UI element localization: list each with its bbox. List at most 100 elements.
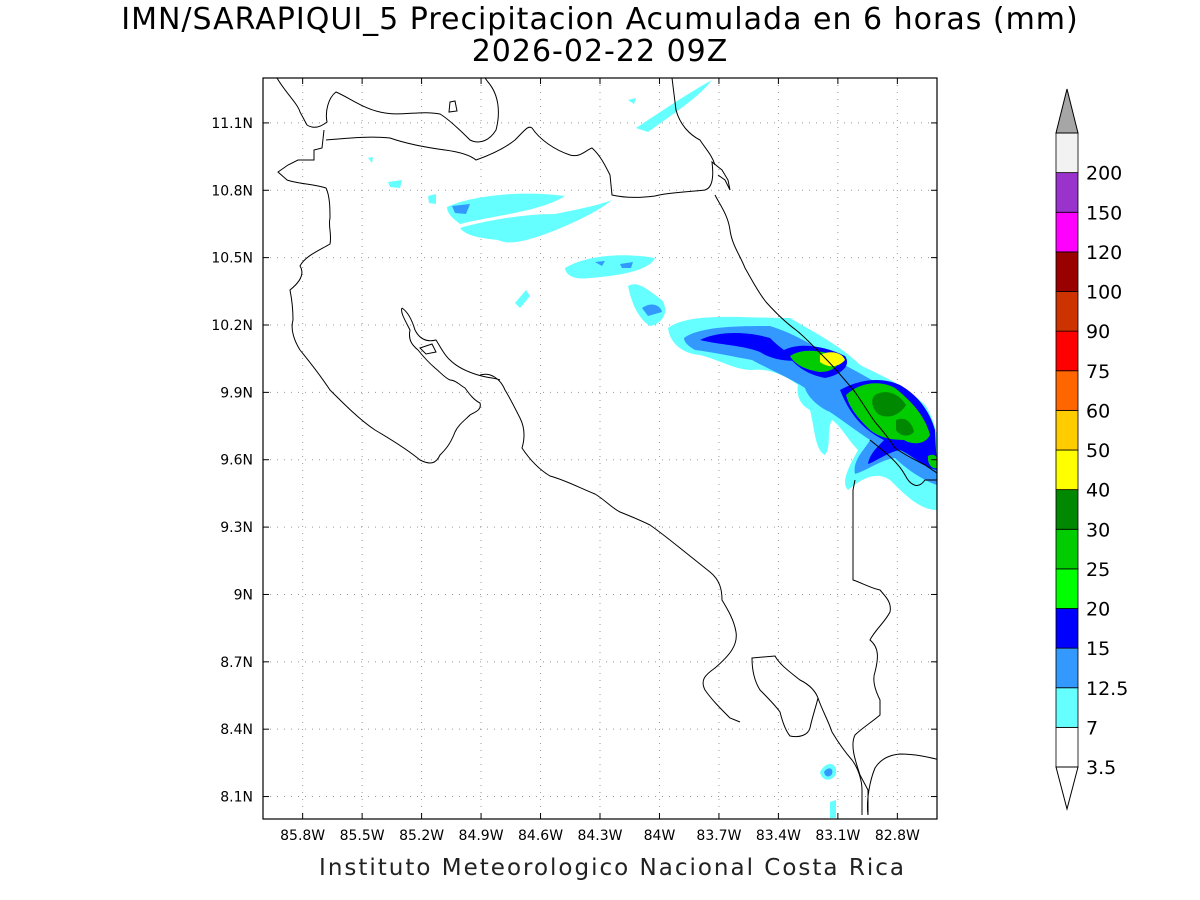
precip-cell <box>700 333 800 361</box>
precip-cell <box>620 262 633 268</box>
pacific-coast-nicoya <box>299 307 481 464</box>
lon-tick-label: 84.3W <box>577 828 622 844</box>
lon-tick-label: 83.7W <box>696 828 741 844</box>
latitude-axis: 11.1N 10.8N 10.5N 10.2N 9.9N 9.6N 9.3N 9N 8.7N 8.… <box>211 116 937 806</box>
precip-cell <box>368 157 373 163</box>
colorbar-over-arrow <box>1055 88 1079 134</box>
precip-cell <box>830 800 836 818</box>
colorbar-label: 15 <box>1086 638 1110 660</box>
precip-cell <box>927 454 937 469</box>
colorbar-under-arrow <box>1055 766 1079 811</box>
border-panama <box>852 479 891 815</box>
precip-cell <box>388 180 402 188</box>
colorbar-swatch <box>1055 291 1079 332</box>
colorbar-swatch <box>1055 568 1079 609</box>
colorbar-swatch <box>1055 132 1079 174</box>
colorbar-label: 75 <box>1086 361 1110 383</box>
lat-tick-label: 10.2N <box>211 318 253 334</box>
map-datetime: 2026-02-22 09Z <box>471 34 729 69</box>
border-nic <box>325 126 731 198</box>
precip-cell <box>428 194 436 204</box>
colorbar-swatch <box>1055 370 1079 411</box>
precip-cell <box>642 304 662 316</box>
graticule <box>263 78 937 819</box>
precip-cell <box>896 418 914 436</box>
colorbar-label: 25 <box>1086 559 1110 581</box>
lat-tick-label: 11.1N <box>211 116 253 132</box>
colorbar-swatch <box>1055 449 1079 491</box>
colorbar-label: 40 <box>1086 480 1110 502</box>
caribbean-coast-north <box>671 78 716 166</box>
colorbar-label: 7 <box>1086 717 1098 739</box>
precip-cell <box>460 200 612 243</box>
lat-tick-label: 10.5N <box>211 251 253 267</box>
lon-tick-label: 84W <box>644 828 676 844</box>
lat-tick-label: 9.3N <box>220 520 253 536</box>
precip-cell <box>684 326 937 485</box>
colorbar-label: 50 <box>1086 440 1110 462</box>
lon-tick-label: 83.1W <box>815 828 860 844</box>
osa-peninsula <box>751 655 819 738</box>
gulf-island <box>419 343 437 355</box>
golfo-dulce <box>817 697 863 815</box>
colorbar-label: 150 <box>1086 202 1122 224</box>
gulf-nicoya <box>401 307 501 381</box>
map-frame <box>262 77 938 820</box>
precip-cell <box>628 284 666 326</box>
colorbar-swatch <box>1055 172 1079 213</box>
caribbean-coast <box>714 194 937 474</box>
lon-tick-label: 84.9W <box>459 828 504 844</box>
lat-tick-label: 8.1N <box>220 790 253 806</box>
coastlines-borders <box>276 78 937 816</box>
lon-tick-label: 85.2W <box>399 828 444 844</box>
lat-tick-label: 9.9N <box>220 385 253 401</box>
precip-cell <box>452 204 470 214</box>
precip-cell <box>628 98 636 104</box>
lon-tick-label: 84.6W <box>518 828 563 844</box>
precipitation-field <box>368 80 937 818</box>
panama-coast <box>867 753 937 816</box>
colorbar-swatch <box>1055 608 1079 649</box>
colorbar-swatch <box>1055 647 1079 689</box>
precip-cell <box>820 352 845 367</box>
lake-island <box>448 100 458 113</box>
precip-cell <box>515 290 530 308</box>
colorbar-label: 20 <box>1086 599 1110 621</box>
lake-coastline <box>276 78 499 143</box>
precip-cell <box>595 261 605 266</box>
colorbar-label: 60 <box>1086 400 1110 422</box>
colorbar-swatch <box>1055 528 1079 570</box>
colorbar-label: 30 <box>1086 519 1110 541</box>
lon-tick-label: 85.5W <box>340 828 385 844</box>
colorbar-label: 100 <box>1086 282 1122 304</box>
colorbar: 3.5 7 12.5 15 20 25 30 40 50 60 75 90 100 120 150 200 <box>1055 88 1128 811</box>
precip-cell <box>636 80 712 132</box>
precip-cell <box>565 255 655 279</box>
map-title: IMN/SARAPIQUI_5 Precipitacion Acumulada … <box>121 2 1079 37</box>
lat-tick-label: 8.4N <box>220 722 253 738</box>
precip-cell <box>816 392 830 402</box>
colorbar-label: 90 <box>1086 321 1110 343</box>
precip-cell <box>824 768 833 777</box>
precip-cell <box>872 392 906 417</box>
colorbar-label: 3.5 <box>1086 757 1116 779</box>
precip-cell <box>447 193 565 224</box>
lat-tick-label: 8.7N <box>220 655 253 671</box>
pacific-coast-central <box>479 373 741 723</box>
colorbar-swatch <box>1055 330 1079 372</box>
colorbar-swatch <box>1055 687 1079 728</box>
panama-caribbean <box>869 439 937 486</box>
lon-tick-label: 83.4W <box>756 828 801 844</box>
colorbar-swatch <box>1055 489 1079 530</box>
lon-tick-label: 85.8W <box>280 828 325 844</box>
lat-tick-label: 9.6N <box>220 453 253 469</box>
longitude-axis: 85.8W 85.5W 85.2W 84.9W 84.6W 84.3W 84W 83.7W 83… <box>280 78 920 844</box>
colorbar-swatch <box>1055 211 1079 253</box>
lat-tick-label: 9N <box>234 587 253 603</box>
colorbar-swatch <box>1055 726 1079 768</box>
lon-tick-label: 82.8W <box>875 828 920 844</box>
lat-tick-label: 10.8N <box>211 183 253 199</box>
border-north <box>277 129 332 351</box>
colorbar-label: 120 <box>1086 242 1122 264</box>
